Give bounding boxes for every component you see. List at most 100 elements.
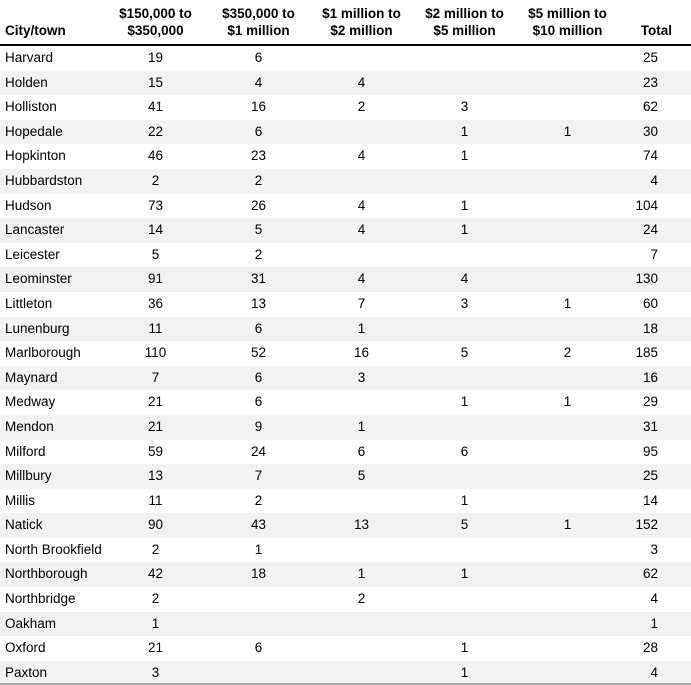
table-row: Hopedale 22 6 1 1 30	[0, 119, 691, 145]
value-cell	[516, 612, 619, 637]
city-cell: Leicester	[5, 246, 60, 262]
value-cell	[516, 267, 619, 292]
value-cell: 21	[147, 640, 164, 656]
value-cell: 91	[147, 271, 164, 287]
column-header-line: $5 million	[433, 23, 496, 38]
table-row: Lancaster 14 5 4 1 24	[0, 218, 691, 243]
value-cell	[516, 415, 619, 440]
city-cell: Holliston	[5, 99, 57, 115]
column-header-line: Total	[640, 23, 672, 38]
total-cell: 74	[642, 148, 658, 164]
city-cell: Hopedale	[5, 123, 63, 139]
table-row: Holliston 41 16 2 3 62	[0, 95, 691, 120]
value-cell: 2	[563, 345, 572, 361]
value-cell	[516, 194, 619, 219]
value-cell: 6	[254, 369, 263, 385]
value-cell	[516, 169, 619, 194]
table-row: North Brookfield 2 1 3	[0, 538, 691, 563]
value-cell	[516, 366, 619, 391]
value-cell: 3	[151, 664, 160, 680]
column-header-line: $5 million to	[528, 6, 607, 21]
total-cell: 16	[642, 369, 658, 385]
value-cell: 2	[151, 541, 160, 557]
city-cell: Hopkinton	[5, 148, 66, 164]
table-row: Natick 90 43 13 5 1 152	[0, 513, 691, 538]
value-cell	[413, 415, 516, 440]
value-cell: 3	[357, 369, 366, 385]
value-cell: 59	[147, 443, 164, 459]
total-cell: 4	[650, 664, 658, 680]
column-header-line: City/town	[5, 23, 66, 38]
value-cell: 43	[250, 517, 267, 533]
column-header-line: $150,000 to	[119, 6, 192, 21]
value-cell: 4	[357, 222, 366, 238]
value-cell: 2	[151, 591, 160, 607]
city-cell: North Brookfield	[5, 541, 102, 557]
value-cell	[310, 243, 413, 268]
value-cell: 3	[460, 295, 469, 311]
total-cell: 185	[635, 345, 658, 361]
value-cell: 13	[147, 468, 164, 484]
total-cell: 130	[635, 271, 658, 287]
total-cell: 62	[642, 99, 658, 115]
city-cell: Littleton	[5, 295, 53, 311]
column-header-city: City/town	[0, 0, 104, 46]
value-cell: 14	[147, 222, 164, 238]
total-cell: 4	[650, 172, 658, 188]
value-cell	[413, 366, 516, 391]
city-cell: Milford	[5, 443, 46, 459]
column-header-line: $1 million	[227, 23, 290, 38]
table-row: Milford 59 24 6 6 95	[0, 440, 691, 465]
value-cell	[516, 464, 619, 489]
value-cell: 19	[147, 50, 164, 65]
value-cell: 1	[563, 394, 572, 410]
total-cell: 18	[642, 320, 658, 336]
table-body: Harvard 19 6 25 Holden 15 4 4 23 Holliston 41 16 2 3 6…	[0, 45, 691, 683]
value-cell	[516, 489, 619, 514]
value-cell	[413, 71, 516, 96]
total-cell: 25	[642, 50, 658, 65]
value-cell: 1	[563, 517, 572, 533]
value-cell: 5	[357, 468, 366, 484]
value-cell: 5	[151, 246, 160, 262]
city-cell: Marlborough	[5, 345, 81, 361]
table-row: Leicester 5 2 7	[0, 243, 691, 268]
city-cell: Maynard	[5, 369, 58, 385]
value-cell	[310, 45, 413, 71]
table-row: Hopkinton 46 23 4 1 74	[0, 144, 691, 169]
total-cell: 30	[642, 123, 658, 139]
value-cell	[516, 538, 619, 563]
city-cell: Harvard	[5, 50, 54, 65]
table-row: Holden 15 4 4 23	[0, 70, 691, 96]
table-row: Harvard 19 6 25	[0, 45, 691, 71]
city-cell: Hudson	[5, 197, 52, 213]
value-cell	[310, 120, 413, 145]
table-row: Marlborough 110 52 16 5 2 185	[0, 341, 691, 366]
value-cell	[516, 562, 619, 587]
value-cell: 1	[563, 295, 572, 311]
value-cell	[413, 45, 516, 71]
total-cell: 7	[650, 246, 658, 262]
value-cell: 7	[151, 369, 160, 385]
total-cell: 1	[650, 615, 658, 631]
value-cell: 4	[460, 271, 469, 287]
value-cell: 6	[254, 123, 263, 139]
total-cell: 95	[642, 443, 658, 459]
value-cell: 16	[250, 99, 267, 115]
column-header-line: $350,000	[127, 23, 184, 38]
value-cell: 3	[460, 99, 469, 115]
value-cell: 6	[254, 320, 263, 336]
total-cell: 104	[635, 197, 658, 213]
value-cell	[310, 169, 413, 194]
column-header-line: $2 million to	[425, 6, 504, 21]
value-cell: 6	[460, 443, 469, 459]
total-cell: 31	[642, 418, 658, 434]
table-row: Northborough 42 18 1 1 62	[0, 562, 691, 588]
value-cell: 4	[357, 197, 366, 213]
value-cell: 1	[151, 615, 160, 631]
value-cell: 110	[144, 345, 167, 361]
total-cell: 24	[642, 222, 658, 238]
value-cell: 26	[250, 197, 267, 213]
column-header-line: $1 million to	[322, 6, 401, 21]
